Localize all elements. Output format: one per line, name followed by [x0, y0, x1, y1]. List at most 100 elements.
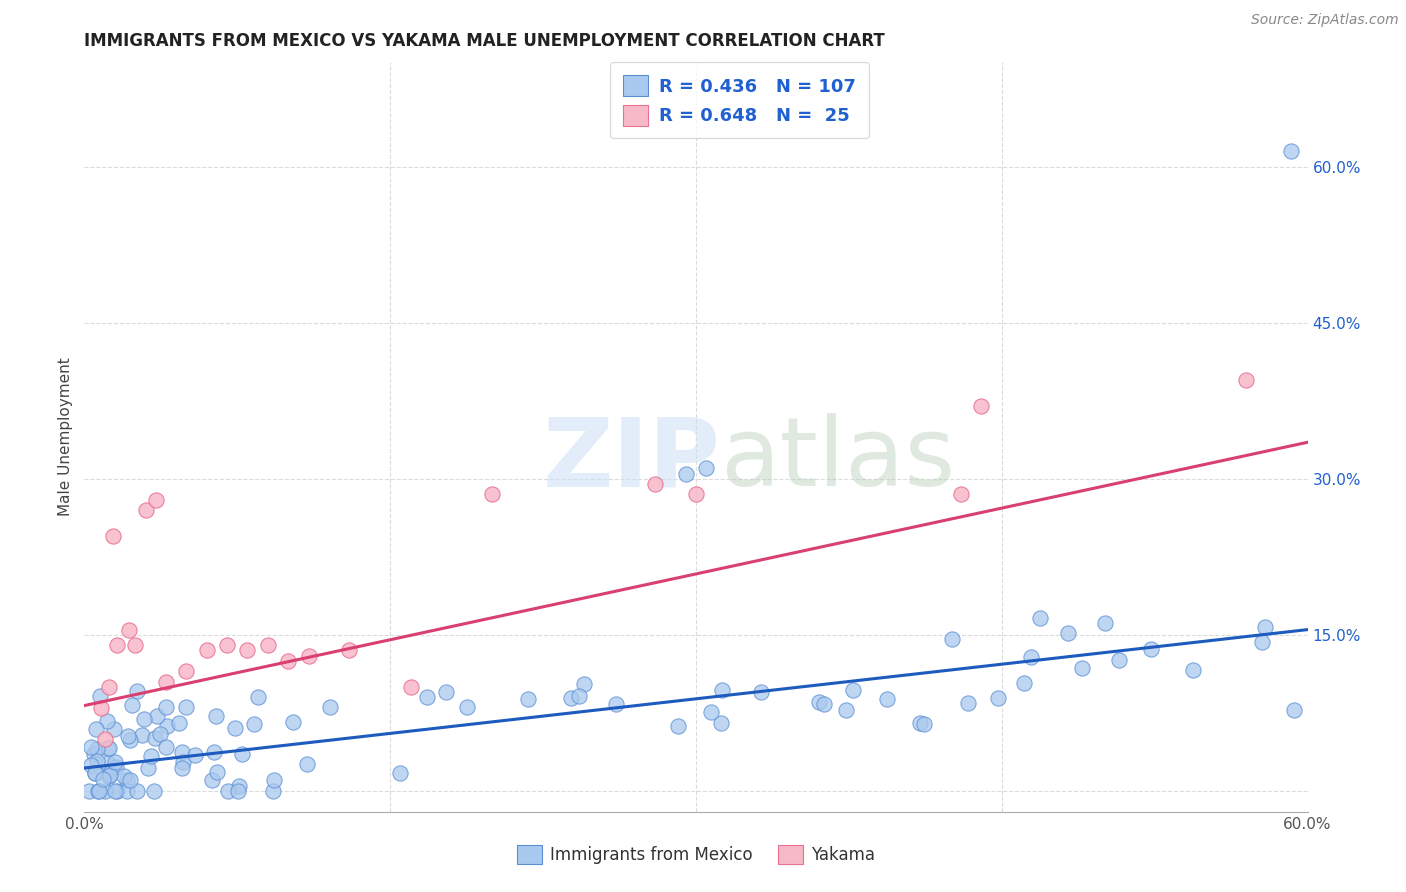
- Point: [155, 700, 177, 714]
- Point: [77, 784, 100, 798]
- Point: [201, 773, 224, 788]
- Point: [117, 729, 139, 743]
- Point: [91, 772, 114, 787]
- Point: [170, 745, 193, 759]
- Point: [155, 674, 177, 689]
- Point: [125, 684, 148, 698]
- Point: [104, 755, 127, 769]
- Point: [281, 714, 304, 729]
- Point: [950, 487, 973, 501]
- Point: [217, 638, 239, 652]
- Point: [415, 690, 437, 704]
- Text: atlas: atlas: [720, 413, 956, 506]
- Point: [84, 723, 107, 737]
- Text: ZIP: ZIP: [543, 413, 720, 506]
- Point: [97, 680, 120, 694]
- Point: [145, 731, 167, 745]
- Point: [145, 492, 167, 507]
- Point: [434, 684, 457, 698]
- Point: [89, 689, 111, 703]
- Point: [841, 683, 863, 698]
- Point: [605, 698, 627, 712]
- Point: [205, 764, 228, 779]
- Point: [1182, 664, 1205, 678]
- Point: [456, 700, 478, 714]
- Point: [339, 643, 361, 657]
- Point: [94, 784, 117, 798]
- Point: [114, 769, 136, 783]
- Point: [115, 772, 138, 787]
- Point: [1029, 610, 1052, 624]
- Point: [835, 703, 858, 717]
- Point: [695, 461, 717, 475]
- Point: [226, 784, 249, 798]
- Point: [118, 772, 141, 787]
- Point: [644, 476, 666, 491]
- Point: [711, 682, 734, 697]
- Point: [246, 690, 269, 704]
- Point: [236, 643, 259, 657]
- Point: [156, 719, 179, 733]
- Point: [124, 638, 146, 652]
- Point: [96, 714, 118, 728]
- Point: [389, 766, 412, 780]
- Point: [277, 654, 299, 668]
- Point: [298, 648, 321, 663]
- Point: [1254, 620, 1277, 634]
- Point: [103, 722, 125, 736]
- Point: [560, 690, 582, 705]
- Point: [174, 699, 197, 714]
- Point: [224, 721, 246, 735]
- Point: [93, 731, 115, 746]
- Point: [87, 784, 110, 798]
- Point: [86, 742, 108, 756]
- Point: [132, 712, 155, 726]
- Point: [243, 717, 266, 731]
- Point: [90, 700, 112, 714]
- Point: [125, 784, 148, 798]
- Point: [97, 741, 120, 756]
- Point: [83, 747, 105, 761]
- Point: [202, 745, 225, 759]
- Point: [1279, 144, 1302, 158]
- Point: [98, 767, 121, 781]
- Point: [1140, 642, 1163, 657]
- Point: [399, 680, 422, 694]
- Point: [813, 697, 835, 711]
- Point: [195, 643, 218, 657]
- Point: [481, 487, 503, 501]
- Point: [262, 784, 284, 798]
- Point: [1012, 676, 1035, 690]
- Point: [568, 689, 591, 703]
- Point: [167, 716, 190, 731]
- Point: [231, 747, 253, 762]
- Point: [172, 755, 194, 769]
- Point: [136, 761, 159, 775]
- Point: [101, 529, 124, 543]
- Point: [1108, 653, 1130, 667]
- Point: [675, 467, 697, 481]
- Point: [1071, 661, 1094, 675]
- Point: [204, 709, 226, 723]
- Point: [876, 691, 898, 706]
- Point: [970, 399, 993, 413]
- Point: [98, 769, 121, 783]
- Point: [217, 784, 239, 798]
- Point: [121, 698, 143, 712]
- Point: [100, 766, 122, 780]
- Point: [83, 765, 105, 780]
- Point: [228, 779, 250, 793]
- Point: [710, 716, 733, 731]
- Point: [666, 719, 689, 733]
- Point: [174, 664, 197, 679]
- Point: [131, 728, 153, 742]
- Point: [118, 732, 141, 747]
- Point: [104, 760, 127, 774]
- Point: [941, 632, 963, 646]
- Point: [105, 784, 128, 798]
- Point: [319, 699, 342, 714]
- Point: [516, 692, 538, 706]
- Text: IMMIGRANTS FROM MEXICO VS YAKAMA MALE UNEMPLOYMENT CORRELATION CHART: IMMIGRANTS FROM MEXICO VS YAKAMA MALE UN…: [84, 32, 886, 50]
- Point: [148, 727, 170, 741]
- Point: [139, 748, 162, 763]
